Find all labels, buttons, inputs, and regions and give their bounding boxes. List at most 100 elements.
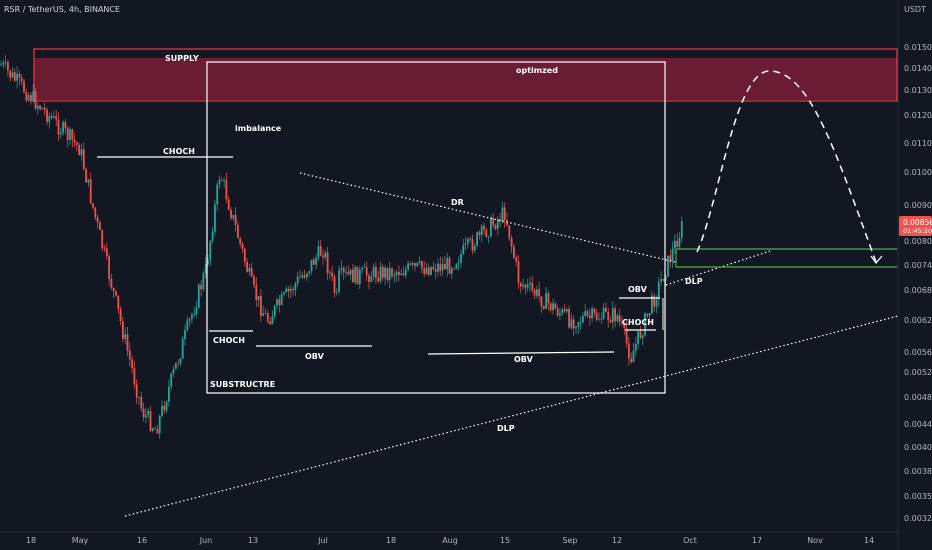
candle [540, 296, 543, 307]
candle [239, 238, 242, 244]
candle [430, 266, 432, 275]
candle [605, 307, 607, 312]
candle [204, 263, 207, 274]
candle [36, 105, 39, 109]
label-dlp-upper: DLP [685, 277, 703, 286]
candle [437, 263, 439, 272]
candle [115, 291, 117, 296]
supply-zone[interactable] [34, 58, 897, 100]
candle [379, 266, 382, 282]
candle [62, 122, 64, 133]
candle [409, 263, 412, 265]
dlp-trendline-lower [124, 315, 899, 517]
candle [117, 295, 120, 310]
candle [533, 289, 536, 296]
candle [234, 214, 237, 226]
price-tick-label: 0.00326 [904, 514, 932, 523]
candle [444, 263, 446, 270]
candle [59, 132, 62, 135]
candle [211, 231, 214, 241]
candle [485, 229, 488, 237]
candle [568, 309, 570, 328]
candle [522, 284, 524, 287]
candle [598, 319, 600, 321]
candle [69, 129, 71, 141]
candle [570, 319, 573, 328]
candle [53, 116, 55, 118]
candle [639, 331, 642, 338]
candle [80, 149, 83, 156]
candle [609, 320, 612, 323]
candle [630, 358, 633, 363]
candle [492, 217, 495, 225]
candle [11, 72, 14, 78]
candle [273, 305, 276, 317]
candle [462, 244, 465, 254]
candle [632, 350, 635, 363]
candle [414, 263, 416, 267]
candle [151, 428, 154, 432]
candle [312, 259, 315, 265]
candle [552, 303, 554, 311]
candle [85, 168, 87, 183]
time-tick-label: Sep [562, 536, 577, 545]
candle [202, 273, 205, 289]
candle [333, 276, 336, 293]
candle [260, 296, 262, 316]
candle [365, 267, 368, 276]
label-dr: DR [451, 198, 464, 207]
candle [483, 225, 485, 230]
candle [577, 322, 580, 327]
candle [421, 261, 423, 269]
candle [96, 217, 99, 223]
candle [172, 369, 175, 374]
candle [446, 258, 449, 270]
price-axis-unit: USDT [904, 5, 926, 14]
candle [23, 81, 25, 93]
candle [547, 293, 550, 304]
candle [4, 62, 7, 63]
label-imbalance: imbalance [235, 124, 282, 133]
candle [299, 276, 301, 278]
candle [634, 344, 637, 351]
candle [66, 128, 69, 141]
candle [432, 266, 435, 270]
candle [393, 274, 396, 277]
candle [50, 116, 53, 118]
candle [138, 397, 140, 398]
time-tick-label: Jun [199, 536, 213, 545]
candle [285, 288, 288, 293]
candle [646, 313, 649, 316]
candle [582, 315, 584, 323]
candle [554, 303, 557, 309]
candle [556, 308, 559, 316]
candle [407, 263, 409, 270]
candle [181, 339, 184, 359]
candle [303, 275, 306, 278]
candle [441, 263, 444, 271]
time-tick-label: 16 [137, 536, 147, 545]
candle [356, 266, 359, 285]
label-choch-3: CHOCH [622, 318, 654, 327]
candle [455, 264, 458, 269]
candle [375, 266, 377, 278]
candle [13, 72, 16, 81]
candle [30, 95, 32, 102]
candle [593, 308, 596, 313]
candle [662, 278, 665, 281]
candle [174, 363, 177, 370]
label-substructure: SUBSTRUCTRE [210, 380, 275, 389]
candle [57, 119, 60, 135]
candle [395, 272, 398, 275]
candle [105, 248, 108, 257]
candle [660, 278, 662, 282]
label-supply: SUPPLY [165, 54, 199, 63]
